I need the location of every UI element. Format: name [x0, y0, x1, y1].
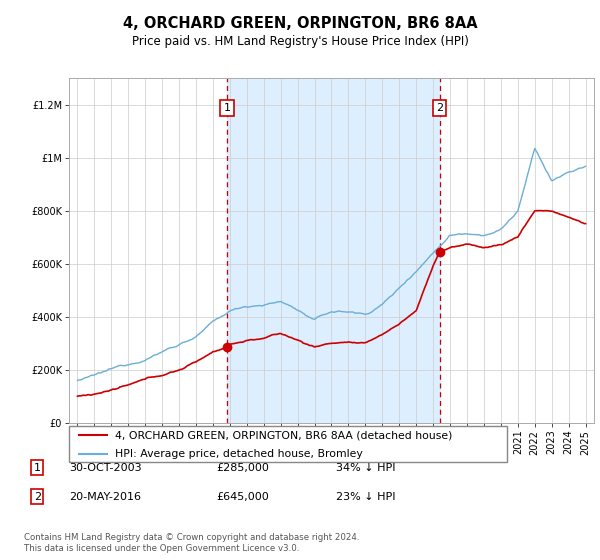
Text: 4, ORCHARD GREEN, ORPINGTON, BR6 8AA: 4, ORCHARD GREEN, ORPINGTON, BR6 8AA [122, 16, 478, 31]
Text: 4, ORCHARD GREEN, ORPINGTON, BR6 8AA (detached house): 4, ORCHARD GREEN, ORPINGTON, BR6 8AA (de… [115, 431, 452, 440]
Text: 30-OCT-2003: 30-OCT-2003 [69, 463, 142, 473]
Text: 1: 1 [224, 102, 230, 113]
FancyBboxPatch shape [69, 426, 507, 462]
Text: 2: 2 [436, 102, 443, 113]
Text: Price paid vs. HM Land Registry's House Price Index (HPI): Price paid vs. HM Land Registry's House … [131, 35, 469, 48]
Text: HPI: Average price, detached house, Bromley: HPI: Average price, detached house, Brom… [115, 449, 363, 459]
Text: 20-MAY-2016: 20-MAY-2016 [69, 492, 141, 502]
Bar [580, 78, 594, 423]
Text: 2: 2 [34, 492, 41, 502]
Text: 23% ↓ HPI: 23% ↓ HPI [336, 492, 395, 502]
Bar [227, 78, 440, 423]
Text: 34% ↓ HPI: 34% ↓ HPI [336, 463, 395, 473]
Text: 1: 1 [34, 463, 41, 473]
Text: Contains HM Land Registry data © Crown copyright and database right 2024.
This d: Contains HM Land Registry data © Crown c… [24, 533, 359, 553]
Text: £645,000: £645,000 [216, 492, 269, 502]
Text: £285,000: £285,000 [216, 463, 269, 473]
